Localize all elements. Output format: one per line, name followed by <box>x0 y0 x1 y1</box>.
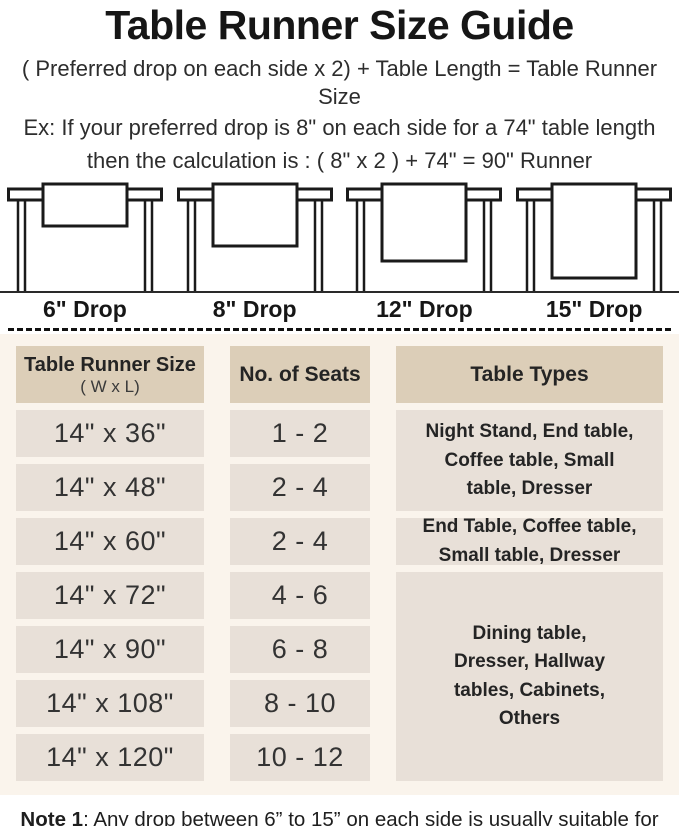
table-with-runner-icon <box>6 182 163 292</box>
runner-size-value: 14" x 108" <box>46 688 174 719</box>
note-1-label: Note 1 <box>20 808 84 826</box>
page-title: Table Runner Size Guide <box>105 2 574 48</box>
column-header-seats-title: No. of Seats <box>239 362 361 386</box>
table-row-size: 14" x 90" <box>16 626 204 674</box>
illustration-8in-drop <box>170 181 340 292</box>
drop-label-6: 6" Drop <box>43 296 127 323</box>
table-with-runner-icon <box>346 182 503 292</box>
runner-size-value: 14" x 48" <box>53 472 167 503</box>
table-with-runner-icon <box>516 182 673 292</box>
table-row-size: 14" x 60" <box>16 518 204 566</box>
runner-shape <box>41 182 129 228</box>
table-row-seats: 1 - 2 <box>230 410 370 458</box>
table-row-seats: 2 - 4 <box>230 464 370 512</box>
runner-shape <box>380 182 468 263</box>
column-header-runner-size-subtitle: ( W x L) <box>80 376 140 396</box>
column-header-table-types-title: Table Types <box>470 362 589 386</box>
runner-size-value: 14" x 36" <box>53 418 167 449</box>
drop-label-12: 12" Drop <box>376 296 473 323</box>
drop-label-8: 8" Drop <box>212 296 297 323</box>
column-header-runner-size-title: Table Runner Size <box>24 353 196 376</box>
drop-labels-row: 6" Drop 8" Drop 12" Drop 15" Drop <box>0 293 679 328</box>
formula-text: ( Preferred drop on each side x 2) + Tab… <box>21 56 658 109</box>
column-header-seats: No. of Seats <box>230 346 370 404</box>
note-1-text: : Any drop between 6” to 15” on each sid… <box>83 808 659 826</box>
column-header-table-types: Table Types <box>396 346 663 404</box>
note-1: Note 1: Any drop between 6” to 15” on ea… <box>8 805 671 826</box>
example-line-2: then the calculation is : ( 8" x 2 ) + 7… <box>86 147 593 173</box>
table-row-seats: 2 - 4 <box>230 518 370 566</box>
illustration-12in-drop <box>340 181 510 292</box>
runner-size-value: 14" x 120" <box>46 742 174 773</box>
runner-size-value: 14" x 72" <box>53 580 167 611</box>
seats-value: 1 - 2 <box>271 418 329 449</box>
table-row-size: 14" x 48" <box>16 464 204 512</box>
example-line-1: Ex: If your preferred drop is 8" on each… <box>23 115 656 141</box>
illustration-15in-drop <box>509 181 679 292</box>
table-row-seats: 4 - 6 <box>230 572 370 620</box>
seats-value: 6 - 8 <box>271 634 329 665</box>
table-row-size: 14" x 36" <box>16 410 204 458</box>
table-row-seats: 6 - 8 <box>230 626 370 674</box>
runner-size-value: 14" x 60" <box>53 526 167 557</box>
table-types-group-3: Dining table, Dresser, Hallway tables, C… <box>396 572 663 782</box>
seats-value: 4 - 6 <box>271 580 329 611</box>
illustration-6in-drop <box>0 181 170 292</box>
seats-value: 2 - 4 <box>271 472 329 503</box>
runner-shape <box>550 182 638 280</box>
table-types-group-2: End Table, Coffee table, Small table, Dr… <box>396 516 663 566</box>
dashed-divider <box>8 328 671 332</box>
column-header-runner-size: Table Runner Size ( W x L) <box>16 346 204 404</box>
seats-value: 2 - 4 <box>271 526 329 557</box>
table-row-size: 14" x 108" <box>16 680 204 728</box>
drop-label-15: 15" Drop <box>545 296 643 323</box>
notes-section: Note 1: Any drop between 6” to 15” on ea… <box>0 795 679 826</box>
table-row-seats: 8 - 10 <box>230 680 370 728</box>
seats-value: 8 - 10 <box>263 688 337 719</box>
size-guide-table: Table Runner Size ( W x L) No. of Seats … <box>0 334 679 796</box>
table-row-size: 14" x 72" <box>16 572 204 620</box>
runner-size-value: 14" x 90" <box>53 634 167 665</box>
table-row-seats: 10 - 12 <box>230 734 370 782</box>
table-row-size: 14" x 120" <box>16 734 204 782</box>
drop-illustrations <box>0 181 679 294</box>
seats-value: 10 - 12 <box>256 742 344 773</box>
table-with-runner-icon <box>176 182 333 292</box>
table-types-group-1: Night Stand, End table, Coffee table, Sm… <box>396 410 663 512</box>
runner-shape <box>211 182 299 248</box>
